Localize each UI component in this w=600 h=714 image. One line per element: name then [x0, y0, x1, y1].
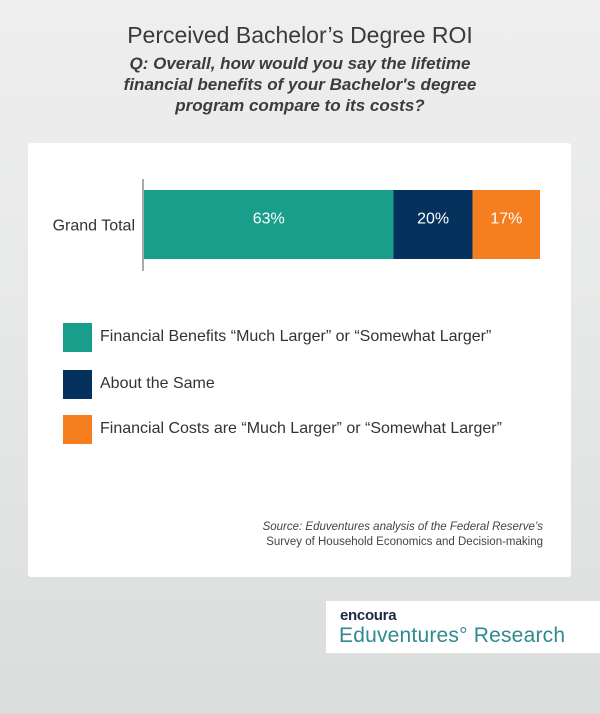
- legend-label: About the Same: [100, 375, 215, 392]
- legend-label: Financial Costs are “Much Larger” or “So…: [100, 420, 502, 437]
- legend-item-2: About the Same: [63, 370, 573, 400]
- chart-title: Perceived Bachelor’s Degree ROI: [127, 22, 473, 48]
- legend-item-3: Financial Costs are “Much Larger” or “So…: [63, 415, 573, 445]
- legend-label: Financial Benefits “Much Larger” or “Som…: [100, 328, 492, 345]
- source-line-2: Survey of Household Economics and Decisi…: [266, 536, 543, 548]
- chart-question: Q: Overall, how would you say the lifeti…: [123, 54, 477, 115]
- data-label-3: 17%: [490, 211, 522, 228]
- bar-segment-2: [393, 190, 473, 259]
- legend-swatch: [63, 415, 92, 444]
- source-note: Source: Eduventures analysis of the Fede…: [143, 520, 543, 550]
- data-label-2: 20%: [417, 211, 449, 228]
- bar-segment-1: [144, 190, 394, 259]
- logo-brand: encoura: [340, 607, 397, 624]
- logo: encoura Eduventures° Research: [326, 601, 600, 653]
- chart-card: Grand Total 63% 20% 17% Financial Benefits …: [28, 143, 571, 577]
- category-label: Grand Total: [53, 218, 135, 235]
- legend-item-1: Financial Benefits “Much Larger” or “Som…: [63, 323, 573, 353]
- legend-swatch: [63, 323, 92, 352]
- bar-segment-3: [472, 190, 540, 259]
- bar-chart: Grand Total 63% 20% 17%: [53, 179, 540, 271]
- logo-name: Eduventures° Research: [339, 624, 566, 647]
- data-label-1: 63%: [253, 211, 285, 228]
- legend-swatch: [63, 370, 92, 399]
- source-line-1: Source: Eduventures analysis of the Fede…: [262, 521, 543, 533]
